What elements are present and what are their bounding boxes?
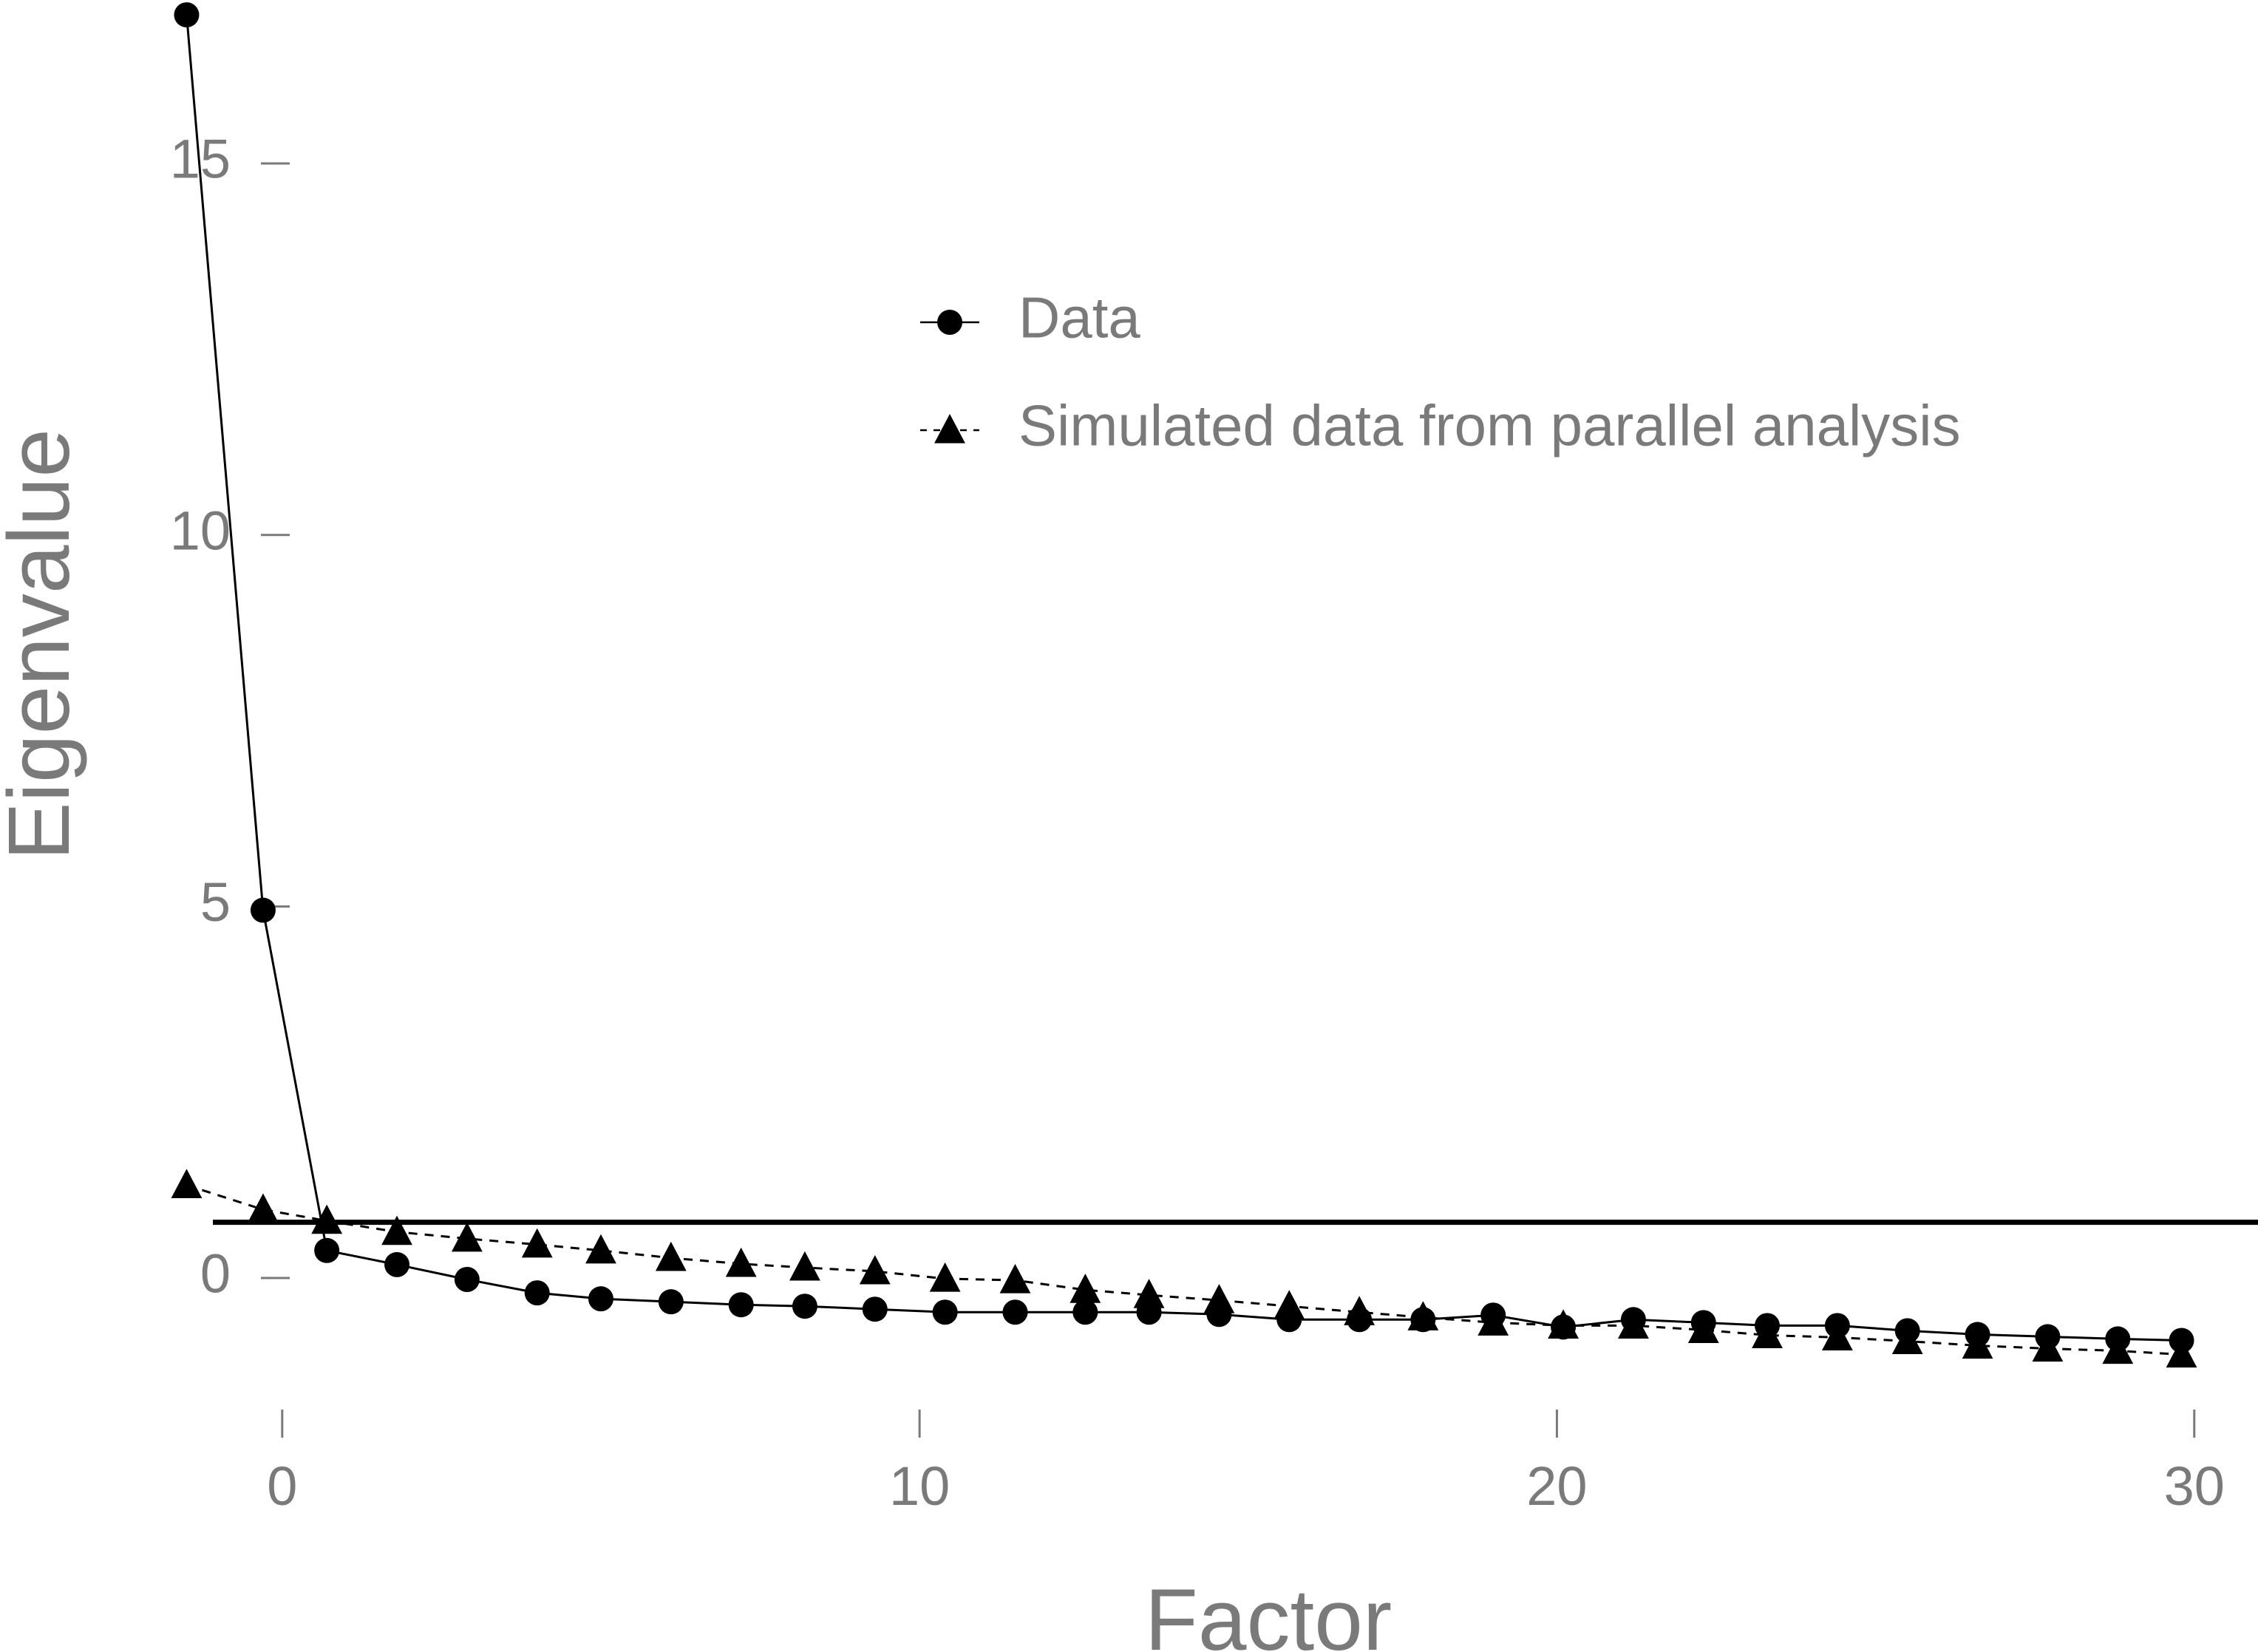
data-point — [792, 1294, 817, 1319]
simulated-point — [999, 1264, 1031, 1294]
y-tick-label: 5 — [200, 871, 231, 933]
data-series-line — [185, 14, 2182, 1342]
series-layer — [171, 2, 2197, 1368]
legend-marker-circle — [937, 310, 962, 335]
simulated-point — [789, 1251, 820, 1281]
simulated-point — [1133, 1279, 1165, 1308]
simulated-point — [2166, 1338, 2197, 1368]
legend-label-simulated: Simulated data from parallel analysis — [1019, 393, 1961, 458]
data-point — [862, 1296, 888, 1322]
simulated-point — [1203, 1284, 1235, 1313]
legend-label-data: Data — [1019, 285, 1140, 350]
data-point — [174, 2, 200, 28]
simulated-point — [2032, 1332, 2064, 1362]
simulated-point — [1477, 1306, 1509, 1336]
simulated-point — [859, 1254, 891, 1285]
simulated-point — [1344, 1296, 1375, 1325]
simulated-point — [1891, 1325, 1923, 1355]
y-tick-label: 0 — [200, 1243, 231, 1305]
simulated-point — [381, 1215, 412, 1245]
data-point — [1072, 1299, 1098, 1325]
y-axis-title: Eigenvalue — [0, 429, 88, 860]
x-axis-title: Factor — [1145, 1571, 1392, 1652]
y-tick-label: 10 — [170, 500, 231, 561]
data-point — [454, 1267, 480, 1293]
legend: Data Simulated data from parallel analys… — [920, 285, 1961, 458]
simulated-point — [521, 1228, 553, 1258]
x-tick-label: 10 — [889, 1455, 950, 1517]
x-axis: 0 10 20 30 — [267, 1410, 2225, 1517]
x-tick-label: 30 — [2164, 1455, 2225, 1517]
simulated-point — [311, 1204, 343, 1234]
simulated-point — [1273, 1290, 1305, 1319]
data-point — [588, 1286, 613, 1312]
simulated-point — [1070, 1274, 1101, 1303]
simulated-point — [451, 1222, 483, 1252]
simulated-series-line — [186, 1183, 2182, 1356]
simulated-point — [1752, 1319, 1783, 1349]
data-point — [932, 1299, 958, 1325]
data-point — [1002, 1299, 1028, 1325]
legend-marker-triangle — [934, 414, 965, 443]
legend-item-data: Data — [920, 285, 1140, 350]
simulated-point — [1407, 1301, 1439, 1330]
simulated-point — [1548, 1309, 1579, 1339]
x-tick-label: 0 — [267, 1455, 297, 1517]
simulated-point — [1618, 1309, 1649, 1339]
simulated-point — [248, 1193, 279, 1223]
data-point — [314, 1237, 340, 1263]
simulated-point — [1821, 1321, 1853, 1351]
data-point — [384, 1251, 410, 1277]
data-point — [658, 1289, 684, 1315]
simulated-point — [725, 1247, 757, 1277]
simulated-point — [1687, 1313, 1719, 1343]
legend-item-simulated: Simulated data from parallel analysis — [920, 393, 1961, 458]
simulated-point — [655, 1241, 687, 1271]
simulated-point — [929, 1262, 961, 1292]
simulated-point — [1962, 1329, 1993, 1359]
data-point — [250, 897, 276, 923]
data-point — [728, 1292, 754, 1318]
simulated-point — [171, 1169, 203, 1198]
data-point — [524, 1280, 550, 1306]
x-tick-label: 20 — [1526, 1455, 1587, 1517]
simulated-point — [2102, 1334, 2134, 1364]
simulated-point — [585, 1234, 616, 1264]
